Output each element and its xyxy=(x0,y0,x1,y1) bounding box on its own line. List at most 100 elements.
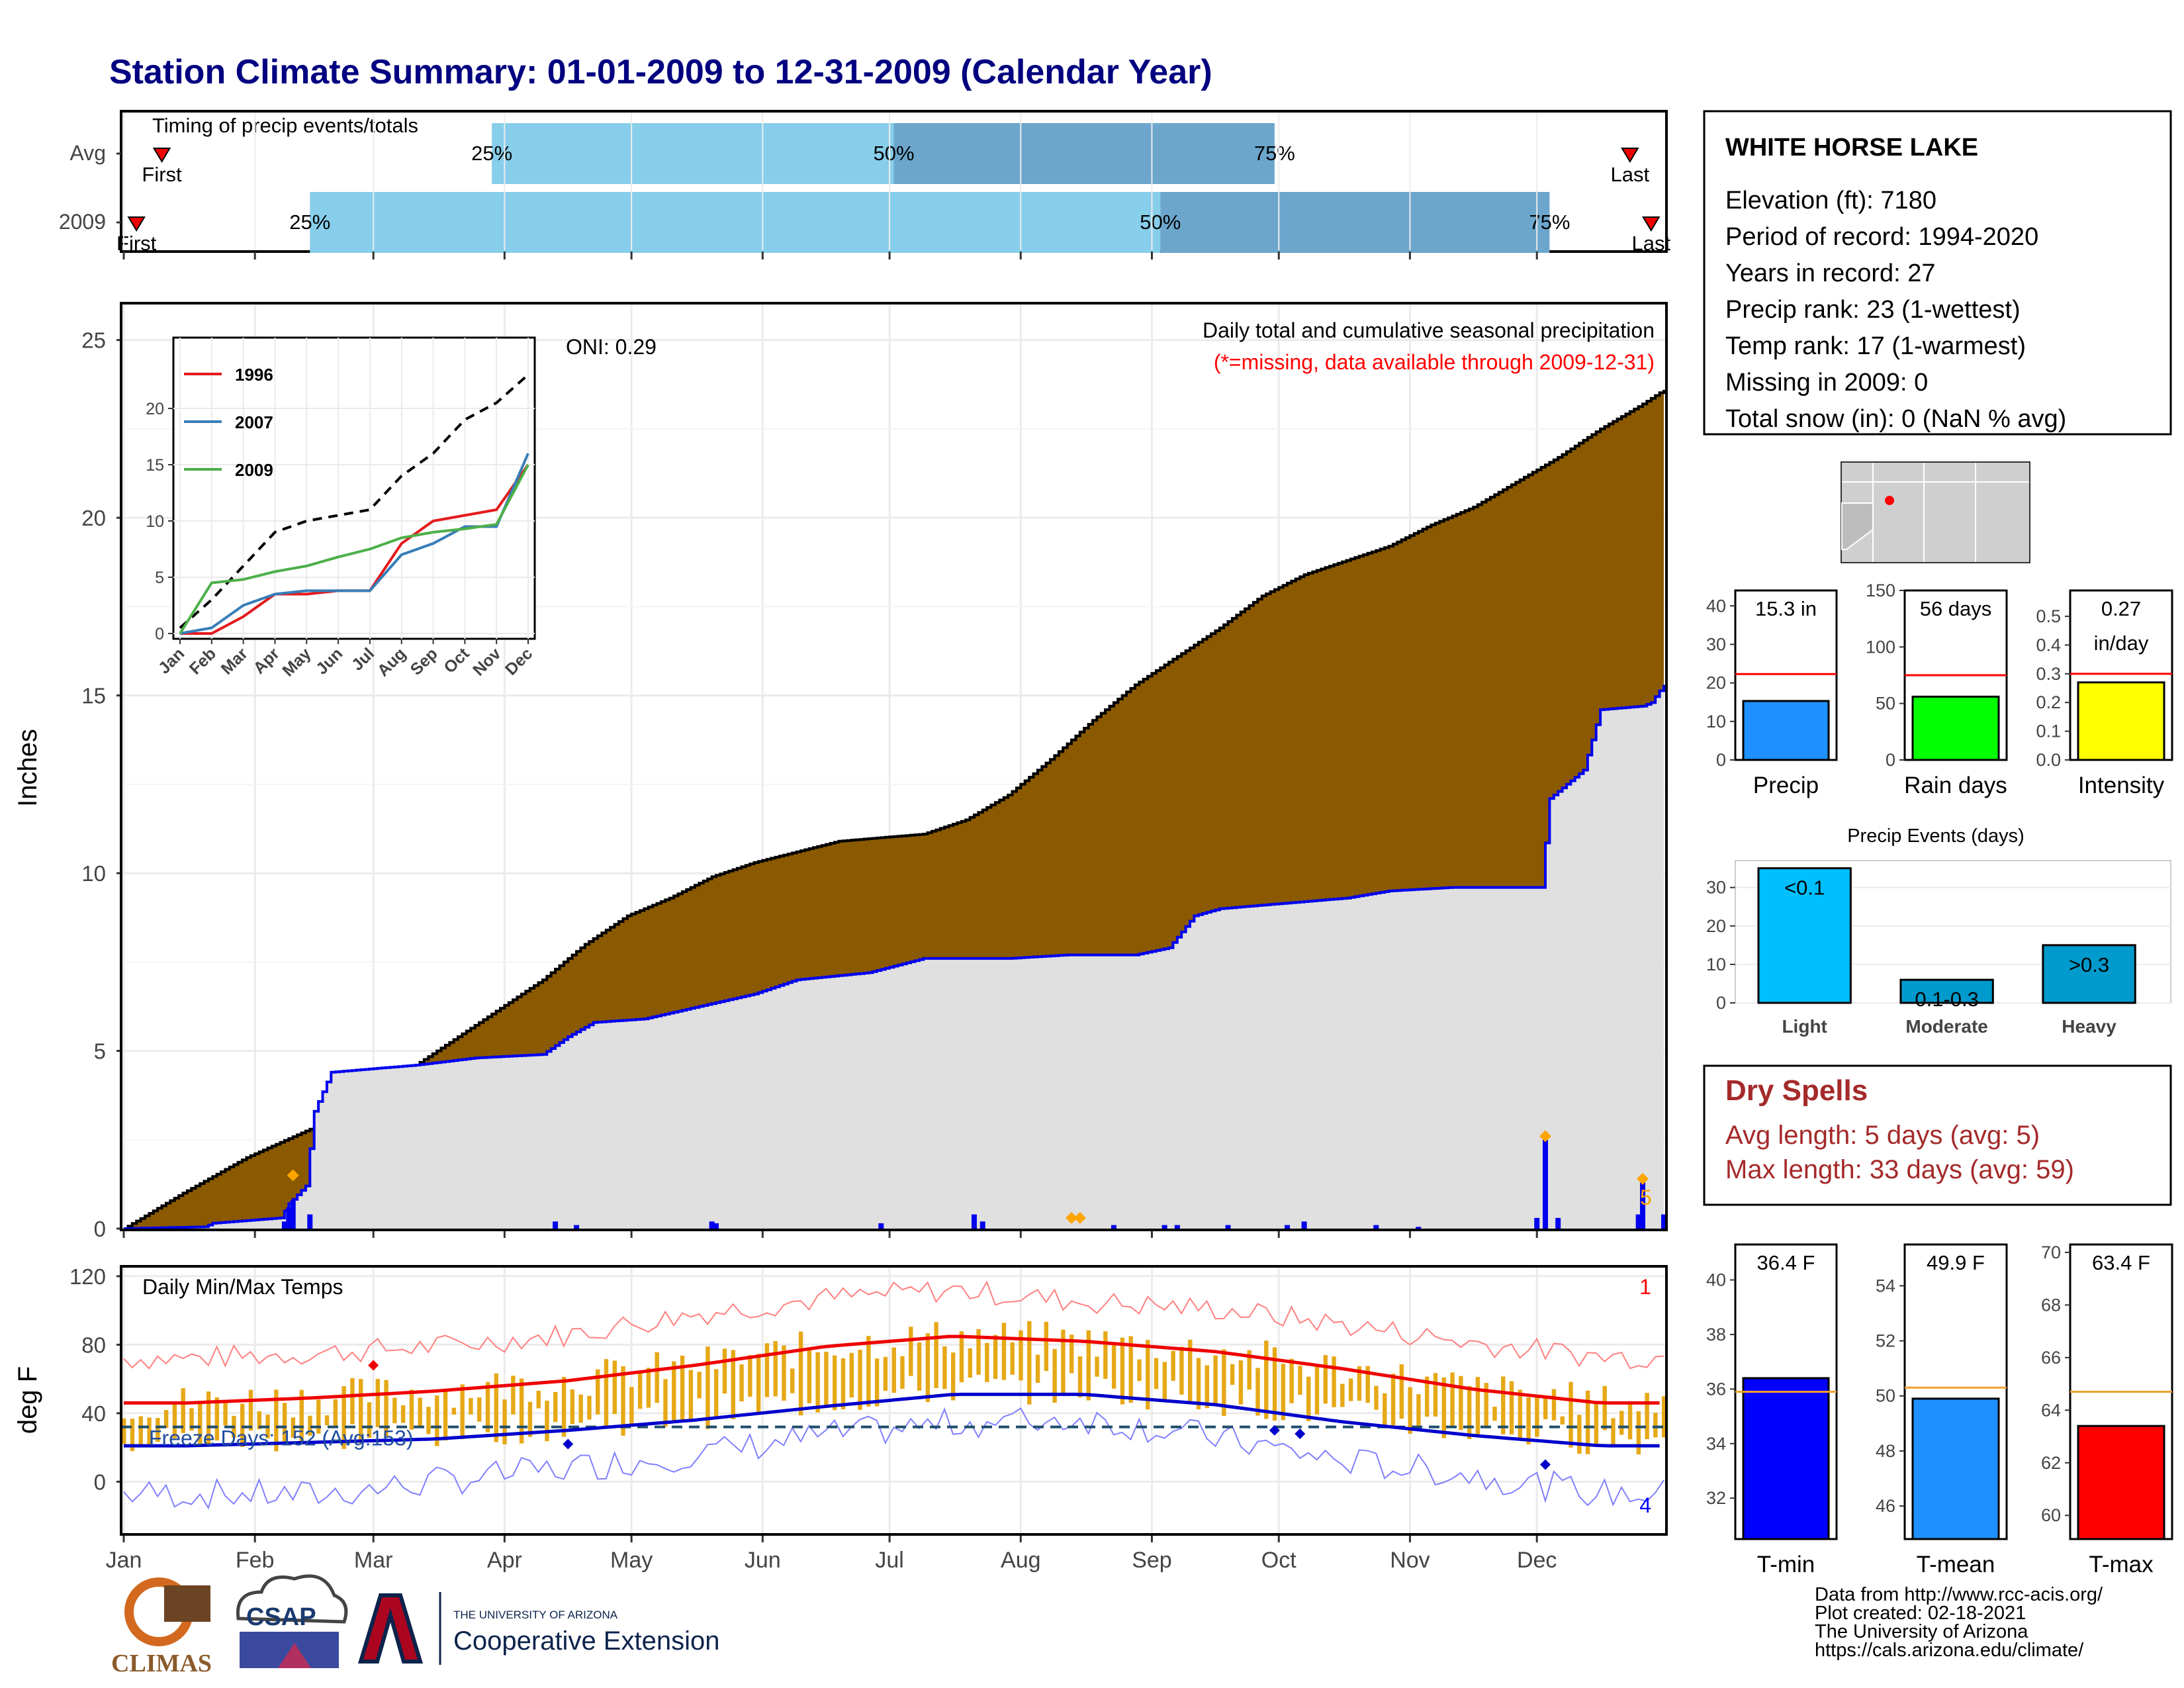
daily-temp-bar xyxy=(1205,1365,1209,1409)
daily-temp-bar xyxy=(891,1347,896,1393)
info-line: Elevation (ft): 7180 xyxy=(1725,187,1936,214)
daily-temp-bar xyxy=(866,1336,871,1407)
month-label: Nov xyxy=(1390,1548,1430,1573)
footer-line: Data from http://www.rcc-acis.org/ xyxy=(1815,1584,2103,1605)
t-max-y-tick-label: 70 xyxy=(2041,1243,2061,1262)
precip-y-tick-label: 5 xyxy=(94,1039,106,1064)
daily-temp-bar xyxy=(1077,1356,1083,1397)
daily-temp-bar xyxy=(1383,1393,1387,1425)
record-low-line xyxy=(123,1407,1664,1510)
daily-temp-bar xyxy=(553,1391,558,1423)
daily-temp-bar xyxy=(1399,1364,1404,1419)
temp-y-tick-label: 80 xyxy=(81,1333,106,1357)
daily-temp-bar xyxy=(561,1376,567,1437)
daily-temp-bar xyxy=(282,1403,287,1444)
precip-events-chart: Precip Events (days) 0 10 20 30 <0.1 Light 0.1… xyxy=(1706,825,2171,1037)
events-y-tick-label: 20 xyxy=(1706,916,1726,936)
events-y-tick-label: 30 xyxy=(1706,878,1726,898)
t-mean-y-tick-label: 50 xyxy=(1876,1386,1895,1406)
rain-days-y-tick-label: 50 xyxy=(1876,694,1895,714)
daily-temp-bar xyxy=(1416,1394,1421,1430)
daily-temp-bar xyxy=(409,1389,414,1430)
daily-temp-bar xyxy=(993,1335,998,1380)
daily-temp-bar xyxy=(333,1399,338,1429)
timing-pct-label: 75% xyxy=(1529,211,1570,234)
climas-block-icon xyxy=(164,1585,210,1622)
daily-precip-bar xyxy=(553,1221,559,1229)
precip-y-tick-label: 20 xyxy=(81,506,106,530)
inset-series-line xyxy=(179,453,529,635)
daily-temp-bar xyxy=(375,1379,380,1427)
daily-temp-bar xyxy=(1348,1378,1353,1401)
daily-temp-bar xyxy=(1551,1389,1557,1421)
rain-days-y-tick-label: 0 xyxy=(1886,750,1895,770)
daily-temp-bar xyxy=(714,1369,719,1418)
avg-max-line xyxy=(124,1335,1660,1405)
daily-temp-bar xyxy=(1272,1347,1277,1421)
last-label: Last xyxy=(1611,163,1650,186)
daily-temp-bar xyxy=(1653,1413,1658,1438)
intensity-value-label: 0.27 xyxy=(2101,597,2141,620)
daily-temp-bar xyxy=(502,1399,507,1444)
daily-temp-bar xyxy=(1069,1335,1074,1374)
daily-temp-bar xyxy=(1441,1377,1446,1438)
daily-temp-bar xyxy=(1492,1406,1497,1421)
t-min-y-tick-label: 32 xyxy=(1706,1488,1726,1508)
daily-precip-bar xyxy=(713,1223,719,1229)
t-max-value-label: 63.4 F xyxy=(2092,1251,2150,1274)
inset-series-line xyxy=(179,464,529,635)
events-bar xyxy=(1757,867,1852,1004)
daily-temp-bar xyxy=(198,1403,203,1448)
temp-count-bottom: 4 xyxy=(1639,1493,1651,1517)
daily-precip-bar xyxy=(1543,1139,1548,1229)
daily-temp-bar xyxy=(1120,1337,1125,1405)
daily-temp-bar xyxy=(308,1415,312,1436)
daily-precip-bar xyxy=(574,1225,580,1229)
daily-temp-bar xyxy=(1518,1389,1523,1441)
events-bar-label: <0.1 xyxy=(1784,876,1825,900)
t-min-bar xyxy=(1742,1377,1830,1540)
timing-bar-50-75 xyxy=(893,123,1275,184)
daily-temp-bar xyxy=(1425,1376,1430,1417)
daily-temp-bar xyxy=(1027,1321,1032,1405)
daily-temp-bar xyxy=(1535,1396,1539,1437)
inset-y-tick-label: 20 xyxy=(146,400,164,418)
event-marker-icon xyxy=(1637,1172,1649,1185)
temp-label: Daily Min/Max Temps xyxy=(142,1275,343,1299)
daily-temp-bar xyxy=(874,1358,880,1407)
daily-temp-bar xyxy=(858,1349,862,1410)
daily-temp-bar xyxy=(274,1389,279,1452)
inset-frame xyxy=(172,336,536,640)
intensity-title: Intensity xyxy=(2078,773,2165,798)
month-label: Sep xyxy=(1132,1548,1172,1573)
daily-temp-bar xyxy=(240,1403,245,1447)
record-marker-icon xyxy=(1295,1428,1306,1439)
info-line: Missing in 2009: 0 xyxy=(1725,369,1928,397)
daily-temp-bar xyxy=(637,1372,643,1409)
footer-line: The University of Arizona xyxy=(1815,1621,2028,1642)
daily-precip-bar xyxy=(1161,1225,1167,1229)
daily-temp-bar xyxy=(1475,1377,1480,1436)
daily-temp-bar xyxy=(147,1417,152,1445)
daily-temp-bar xyxy=(1289,1358,1294,1403)
missing-count: 5 xyxy=(1640,1186,1652,1209)
events-bar-label: 0.1-0.3 xyxy=(1915,988,1979,1011)
daily-temp-bar xyxy=(942,1346,947,1389)
last-marker-icon xyxy=(1642,216,1661,232)
daily-precip-bar xyxy=(1534,1217,1540,1229)
precip-subheader: (*=missing, data available through 2009-… xyxy=(1214,350,1655,374)
daily-temp-bar xyxy=(968,1348,972,1378)
daily-temp-bar xyxy=(1357,1366,1362,1401)
temp-count-top: 1 xyxy=(1639,1275,1651,1299)
intensity-y-tick-label: 0.2 xyxy=(2036,692,2061,712)
event-marker-icon xyxy=(1066,1211,1077,1224)
daily-temp-bar xyxy=(1111,1344,1116,1389)
daily-temp-bar xyxy=(400,1405,406,1423)
daily-temp-bar xyxy=(604,1359,609,1427)
daily-temp-bar xyxy=(985,1342,989,1382)
daily-temp-bar xyxy=(1128,1336,1133,1403)
record-high-line xyxy=(123,1280,1664,1370)
t-mean-y-tick-label: 46 xyxy=(1876,1496,1895,1516)
t-mean-y-tick-label: 54 xyxy=(1876,1276,1895,1295)
